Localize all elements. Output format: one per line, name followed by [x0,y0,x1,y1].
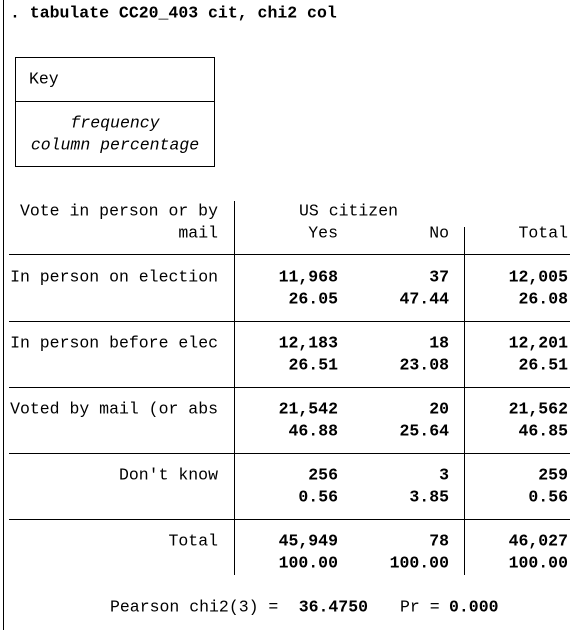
pr-label: Pr = [400,597,440,616]
row-label: In person before elec [10,333,218,352]
frequency: 45,949 [279,531,338,550]
column-percentage: 25.64 [399,421,449,440]
column-percentage: 100.00 [279,553,338,572]
column-percentage: 26.05 [288,289,338,308]
frequency: 21,562 [509,399,568,418]
column-percentage: 46.88 [288,421,338,440]
column-header: No [429,223,449,242]
frequency: 259 [538,465,568,484]
frequency: 46,027 [509,531,568,550]
frequency: 78 [429,531,449,550]
row-label: Total [168,531,218,550]
frequency: 12,183 [279,333,339,352]
frequency: 20 [429,399,449,418]
frequency: 256 [308,465,338,484]
frequency: 11,968 [279,267,339,286]
stat-label: Pearson chi2(3) = [110,597,278,616]
row-label: In person on election [10,267,218,286]
row-label: Don't know [119,465,218,484]
column-percentage: 46.85 [518,421,568,440]
frequency: 12,005 [509,267,569,286]
column-percentage: 0.56 [528,487,568,506]
column-percentage: 100.00 [390,553,449,572]
key-title: Key [29,69,59,88]
column-percentage: 3.85 [409,487,449,506]
frequency: 12,201 [509,333,569,352]
key-line: frequency [70,113,160,132]
frequency: 18 [429,333,449,352]
chi2-value: 36.4750 [299,597,368,616]
column-percentage: 26.08 [518,289,568,308]
command: . tabulate CC20_403 cit, chi2 col [10,3,337,22]
column-percentage: 26.51 [518,355,568,374]
row-header: Vote in person or by [20,201,218,220]
column-group: US citizen [299,201,398,220]
key-box [15,57,215,167]
frequency: 21,542 [279,399,338,418]
column-percentage: 100.00 [509,553,568,572]
column-percentage: 47.44 [399,289,449,308]
column-header: Total [518,223,568,242]
key-line: column percentage [31,135,199,154]
row-label: Voted by mail (or abs [10,399,218,418]
column-header: Yes [308,223,338,242]
frequency: 37 [429,267,449,286]
column-percentage: 26.51 [288,355,338,374]
pr-value: 0.000 [449,597,499,616]
column-percentage: 23.08 [399,355,449,374]
column-percentage: 0.56 [298,487,338,506]
frequency: 3 [439,465,449,484]
row-header: mail [178,223,218,242]
